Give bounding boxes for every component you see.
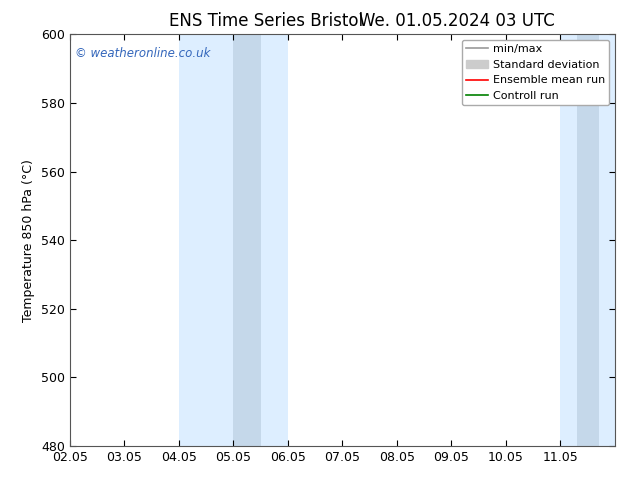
Text: © weatheronline.co.uk: © weatheronline.co.uk: [75, 47, 210, 60]
Text: ENS Time Series Bristol: ENS Time Series Bristol: [169, 12, 363, 30]
Bar: [179, 34, 288, 446]
Bar: [233, 34, 261, 446]
Text: We. 01.05.2024 03 UTC: We. 01.05.2024 03 UTC: [359, 12, 554, 30]
Y-axis label: Temperature 850 hPa (°C): Temperature 850 hPa (°C): [22, 159, 36, 321]
Legend: min/max, Standard deviation, Ensemble mean run, Controll run: min/max, Standard deviation, Ensemble me…: [462, 40, 609, 105]
Bar: [577, 34, 598, 446]
Bar: [560, 34, 615, 446]
